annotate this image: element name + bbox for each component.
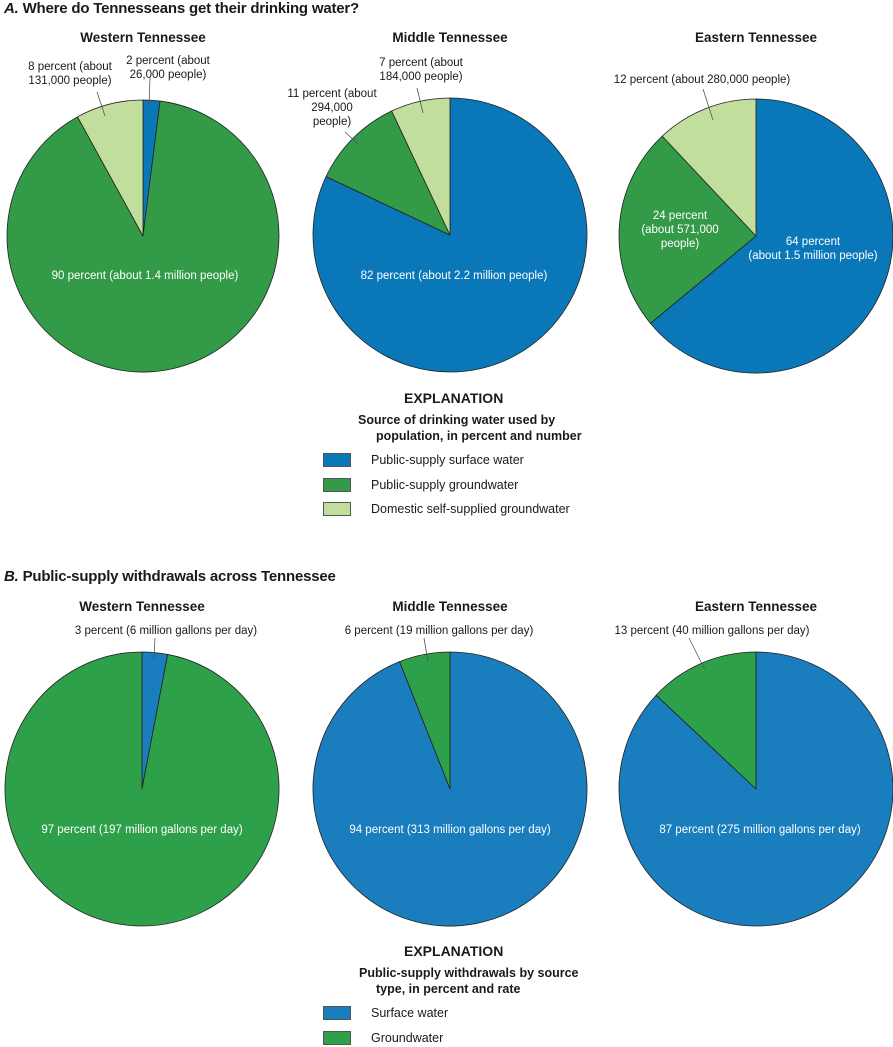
legend-b-heading: EXPLANATION xyxy=(404,943,504,959)
slice-label: 7 percent (about 184,000 people) xyxy=(379,57,464,83)
leader-line xyxy=(96,91,106,117)
slice-label: 97 percent (197 million gallons per day) xyxy=(41,824,243,836)
slice-label: 87 percent (275 million gallons per day) xyxy=(659,824,861,836)
legend-a-subheading-2: population, in percent and number xyxy=(376,429,582,443)
slice-label: 13 percent (40 million gallons per day) xyxy=(615,625,810,637)
pie-slice xyxy=(325,110,451,236)
pie-title: Middle Tennessee xyxy=(392,30,508,45)
slice-label: 12 percent (about 280,000 people) xyxy=(614,74,791,86)
leader-line xyxy=(344,131,359,145)
legend-a-subheading-1: Source of drinking water used by xyxy=(358,413,556,427)
pie-title: Western Tennessee xyxy=(79,599,205,614)
pie-chart: Eastern Tennessee 12 percent (about 280,0… xyxy=(614,30,893,374)
leader-line xyxy=(148,77,151,107)
slice-label: 3 percent (6 million gallons per day) xyxy=(75,625,257,637)
leader-line xyxy=(416,87,424,114)
legend-label: Groundwater xyxy=(371,1031,444,1045)
pie-chart: Western Tennessee 3 percent (6 million ga… xyxy=(4,599,280,927)
swatch-groundwater-icon xyxy=(323,1031,351,1045)
legend-label: Public-supply groundwater xyxy=(371,478,519,492)
slice-label: 11 percent (about 294,000 people) xyxy=(287,88,377,128)
section-a-title: A. Where do Tennesseans get their drinki… xyxy=(4,0,359,17)
pie-title: Eastern Tennessee xyxy=(695,30,818,45)
legend-label: Public-supply surface water xyxy=(371,453,524,467)
section-a-letter: A. xyxy=(4,0,19,17)
leader-line xyxy=(423,637,429,663)
leader-line xyxy=(702,88,714,121)
legend-b-subheading-1: Public-supply withdrawals by source xyxy=(359,966,579,980)
legend-b-item-groundwater: Groundwater xyxy=(323,1031,443,1045)
pie-title: Western Tennessee xyxy=(80,30,206,45)
pie-slice xyxy=(4,651,280,927)
pie-chart: Eastern Tennessee 13 percent (40 million … xyxy=(615,599,893,927)
legend-b-subheading-2: type, in percent and rate xyxy=(376,982,521,996)
legend-a-item-domestic: Domestic self-supplied groundwater xyxy=(323,502,570,516)
pie-chart: Western Tennessee 2 percent (about 26,000 … xyxy=(6,30,280,373)
pie-title: Middle Tennessee xyxy=(392,599,508,614)
leader-line xyxy=(688,637,706,671)
slice-label: 2 percent (about 26,000 people) xyxy=(126,55,211,81)
leader-line xyxy=(153,637,156,661)
slice-label: 24 percent (about 571,000 people) xyxy=(641,210,718,250)
pie-chart: Middle Tennessee 6 percent (19 million ga… xyxy=(312,599,588,927)
slice-label: 6 percent (19 million gallons per day) xyxy=(345,625,534,637)
slice-label: 90 percent (about 1.4 million people) xyxy=(52,270,239,282)
section-b-title-text: Public-supply withdrawals across Tenness… xyxy=(18,568,336,585)
swatch-surface-icon xyxy=(323,1006,351,1020)
slice-label: 8 percent (about 131,000 people) xyxy=(28,61,113,87)
section-b-letter: B. xyxy=(4,568,19,585)
pie-slice xyxy=(6,100,280,373)
legend-a-heading: EXPLANATION xyxy=(404,390,504,406)
slice-label: 64 percent (about 1.5 million people) xyxy=(748,236,877,262)
section-b-title: B. Public-supply withdrawals across Tenn… xyxy=(4,568,336,585)
swatch-domestic-icon xyxy=(323,502,351,516)
pie-chart: Middle Tennessee 7 percent (about 184,000 … xyxy=(287,30,588,373)
pie-title: Eastern Tennessee xyxy=(695,599,818,614)
legend-label: Surface water xyxy=(371,1006,449,1020)
swatch-groundwater-icon xyxy=(323,478,351,492)
section-a-title-text: Where do Tennesseans get their drinking … xyxy=(18,0,360,17)
legend-a-item-surface: Public-supply surface water xyxy=(323,453,524,467)
swatch-surface-icon xyxy=(323,453,351,467)
legend-label: Domestic self-supplied groundwater xyxy=(371,502,570,516)
pie-slice xyxy=(77,99,144,237)
slice-label: 94 percent (313 million gallons per day) xyxy=(349,824,551,836)
pie-slice xyxy=(618,135,757,324)
legend-a-item-groundwater: Public-supply groundwater xyxy=(323,478,518,492)
legend-b-item-surface: Surface water xyxy=(323,1006,448,1020)
pie-slice xyxy=(399,651,451,790)
pie-slice xyxy=(650,98,893,374)
slice-label: 82 percent (about 2.2 million people) xyxy=(361,270,548,282)
pie-slice xyxy=(661,98,757,237)
